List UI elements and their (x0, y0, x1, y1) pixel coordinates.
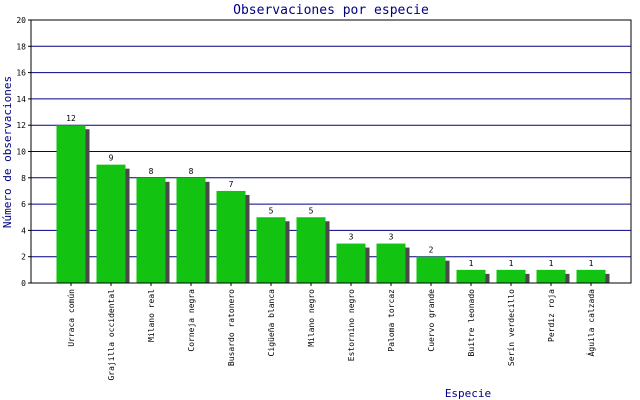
bar (456, 269, 486, 283)
chart-title: Observaciones por especie (233, 3, 429, 18)
data-label: 1 (549, 259, 554, 268)
data-label: 1 (509, 259, 514, 268)
y-axis-title: Número de observaciones (1, 76, 14, 228)
bar (416, 256, 446, 283)
category-label: Grajilla occidental (107, 289, 116, 381)
bar (176, 177, 206, 283)
category-label: Perdiz roja (547, 289, 556, 342)
y-tick-label: 8 (21, 174, 26, 183)
bar (296, 217, 326, 283)
data-label: 8 (149, 167, 154, 176)
y-tick-label: 16 (16, 69, 26, 78)
data-label: 2 (429, 246, 434, 255)
data-label: 5 (269, 206, 274, 215)
x-axis-title: Especie (445, 387, 491, 400)
y-tick-label: 0 (21, 279, 26, 288)
data-label: 8 (189, 167, 194, 176)
category-label: Urraca común (67, 289, 76, 347)
category-label: Cigüeña blanca (267, 289, 276, 357)
y-tick-label: 18 (16, 42, 26, 51)
category-label: Milano real (147, 289, 156, 342)
data-label: 1 (589, 259, 594, 268)
category-label: Serín verdecillo (507, 289, 516, 366)
y-tick-label: 4 (21, 226, 26, 235)
data-label: 1 (469, 259, 474, 268)
data-label: 5 (309, 206, 314, 215)
bar (136, 177, 166, 283)
data-label: 9 (109, 154, 114, 163)
y-tick-label: 20 (16, 16, 26, 25)
category-label: Corneja negra (187, 289, 196, 352)
data-label: 3 (349, 233, 354, 242)
axes (28, 19, 632, 286)
bar (56, 125, 86, 283)
category-label: Busardo ratonero (227, 289, 236, 366)
bar (216, 190, 246, 283)
data-label: 12 (66, 114, 76, 123)
data-label: 3 (389, 233, 394, 242)
plot-frame (30, 19, 632, 284)
bar (256, 217, 286, 283)
y-tick-label: 12 (16, 121, 26, 130)
bar (576, 269, 606, 283)
bar (96, 164, 126, 283)
bars (56, 125, 610, 283)
category-label: Milano negro (307, 289, 316, 347)
y-tick-label: 10 (16, 148, 26, 157)
data-label: 7 (229, 180, 234, 189)
bar (376, 243, 406, 283)
category-label: Águila calzada (585, 289, 596, 357)
y-tick-label: 6 (21, 200, 26, 209)
y-tick-label: 14 (16, 95, 26, 104)
category-label: Buitre leonado (467, 289, 476, 357)
category-label: Paloma torcaz (387, 289, 396, 352)
bar (536, 269, 566, 283)
category-label: Estornino negro (347, 289, 356, 361)
category-label: Cuervo grande (427, 289, 436, 352)
y-tick-label: 2 (21, 253, 26, 262)
bar (336, 243, 366, 283)
bar (496, 269, 526, 283)
